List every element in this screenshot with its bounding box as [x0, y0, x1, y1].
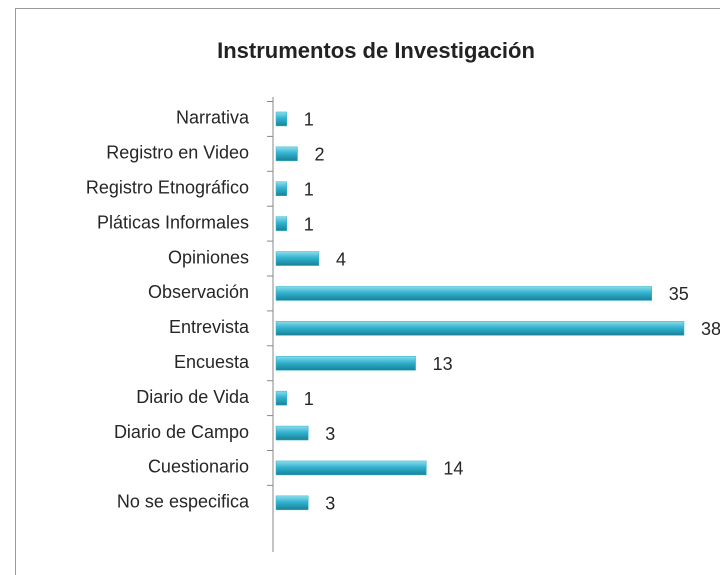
- y-tick-label: Observación: [148, 282, 249, 302]
- bar: [275, 286, 653, 301]
- data-label: 4: [336, 249, 346, 269]
- data-label: 35: [669, 284, 689, 304]
- bar: [275, 111, 287, 127]
- y-tick-label: Registro en Video: [106, 143, 249, 163]
- y-tick-label: Diario de Vida: [136, 387, 250, 407]
- y-tick-label: Registro Etnográfico: [86, 178, 249, 198]
- y-tick-label: Opiniones: [168, 247, 249, 267]
- bar: [275, 251, 320, 266]
- data-label: 3: [325, 424, 335, 444]
- bar: [275, 390, 287, 406]
- bar: [275, 356, 416, 371]
- chart-title: Instrumentos de Investigación: [217, 38, 535, 63]
- data-label: 1: [304, 110, 314, 130]
- data-label: 2: [314, 145, 324, 165]
- bar: [275, 146, 298, 162]
- y-tick-label: Cuestionario: [148, 457, 249, 477]
- y-tick-label: Entrevista: [169, 317, 250, 337]
- bar: [275, 216, 287, 231]
- bar: [275, 460, 427, 476]
- bar: [275, 321, 685, 336]
- data-label: 3: [325, 494, 335, 514]
- y-tick-label: Pláticas Informales: [97, 212, 249, 232]
- y-tick-label: Encuesta: [174, 352, 250, 372]
- data-label: 1: [304, 214, 314, 234]
- data-label: 1: [304, 180, 314, 200]
- y-tick-label: Diario de Campo: [114, 422, 249, 442]
- y-tick-label: Narrativa: [176, 108, 250, 128]
- data-label: 38: [701, 319, 720, 339]
- bar: [275, 425, 309, 441]
- data-label: 14: [443, 459, 463, 479]
- bar: [275, 181, 287, 196]
- bar: [275, 495, 309, 511]
- data-label: 1: [304, 389, 314, 409]
- y-tick-label: No se especifica: [117, 492, 250, 512]
- data-label: 13: [433, 354, 453, 374]
